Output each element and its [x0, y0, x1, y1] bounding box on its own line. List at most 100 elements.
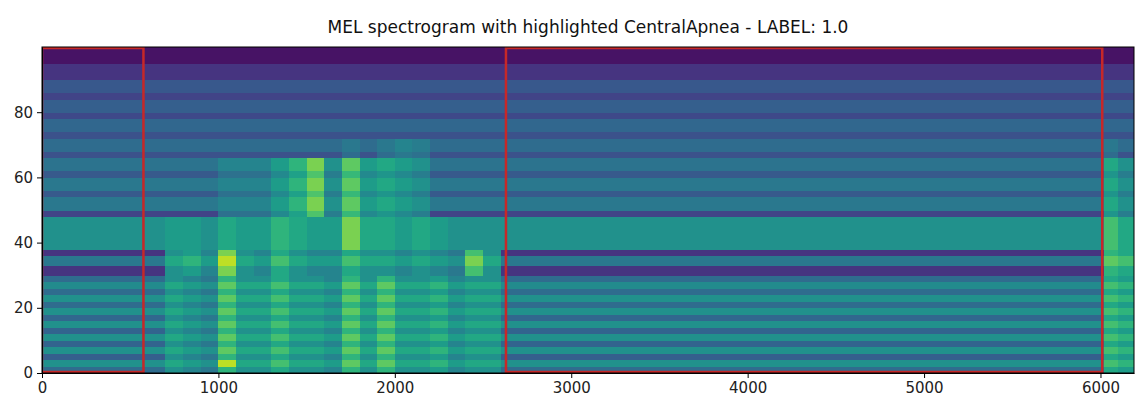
cell [289, 314, 307, 321]
cell [218, 132, 236, 139]
cell [377, 47, 395, 64]
cell [183, 327, 201, 334]
cell [289, 288, 307, 295]
cell [218, 353, 236, 360]
cell [1118, 249, 1134, 256]
cell [183, 197, 201, 211]
cell [183, 288, 201, 295]
cell [342, 301, 360, 308]
cell [448, 93, 466, 100]
cell [501, 249, 1105, 256]
cell [236, 366, 254, 373]
cell [254, 47, 272, 64]
cell [307, 314, 325, 321]
cell [1118, 353, 1134, 360]
cell [412, 177, 430, 191]
cell [430, 177, 448, 191]
cell [395, 275, 413, 282]
cell [254, 347, 272, 354]
cell [289, 327, 307, 334]
cell [501, 308, 1105, 315]
cell [483, 334, 501, 341]
cell [165, 177, 183, 191]
cell [465, 265, 483, 275]
cell [465, 288, 483, 295]
cell [430, 119, 448, 133]
cell [218, 249, 236, 256]
cell [342, 334, 360, 341]
cell [254, 138, 272, 152]
cell [430, 334, 448, 341]
cell [201, 282, 219, 289]
cell [360, 353, 378, 360]
cell [342, 282, 360, 289]
cell [254, 334, 272, 341]
cell [395, 197, 413, 211]
tick-label: 0 [38, 379, 48, 397]
cell [430, 249, 448, 256]
tick-label: 5000 [905, 379, 943, 397]
cell [289, 210, 307, 217]
cell [307, 93, 325, 100]
cell [289, 301, 307, 308]
cell [42, 47, 166, 64]
cell [1118, 138, 1134, 152]
cell [395, 334, 413, 341]
cell [377, 334, 395, 341]
cell [42, 210, 166, 217]
cell [254, 151, 272, 158]
cell [236, 158, 254, 172]
cell [412, 63, 430, 80]
cell [412, 282, 430, 289]
cell [42, 112, 166, 119]
cell [395, 63, 413, 80]
cell [465, 217, 483, 250]
cell [395, 295, 413, 302]
cell [395, 360, 413, 367]
cell [483, 314, 501, 321]
cell [501, 360, 1105, 367]
cell [324, 308, 342, 315]
cell [165, 151, 183, 158]
cell [342, 360, 360, 367]
cell [236, 249, 254, 256]
cell [412, 308, 430, 315]
cell [360, 119, 378, 133]
cell [448, 132, 466, 139]
cell [42, 265, 166, 275]
cell [201, 308, 219, 315]
cell [465, 334, 483, 341]
cell [360, 321, 378, 328]
tick: 1000 [200, 373, 238, 397]
cell [448, 119, 466, 133]
cell [183, 366, 201, 373]
cell [324, 158, 342, 172]
cell [289, 321, 307, 328]
cell [42, 340, 166, 347]
cell [1118, 275, 1134, 282]
cell [465, 256, 483, 266]
cell [465, 301, 483, 308]
cell [183, 112, 201, 119]
cell [271, 288, 289, 295]
cell [1118, 314, 1134, 321]
cell [360, 112, 378, 119]
cell [289, 308, 307, 315]
cell [218, 366, 236, 373]
cell [271, 314, 289, 321]
cell [254, 340, 272, 347]
cell [165, 295, 183, 302]
cell [1118, 132, 1134, 139]
cell [465, 360, 483, 367]
cell [324, 99, 342, 113]
cell [342, 321, 360, 328]
cell [307, 119, 325, 133]
cell [236, 138, 254, 152]
cell [201, 321, 219, 328]
cell [165, 249, 183, 256]
cell [271, 132, 289, 139]
cell [201, 93, 219, 100]
cell [412, 360, 430, 367]
cell [1104, 112, 1119, 119]
cell [430, 360, 448, 367]
